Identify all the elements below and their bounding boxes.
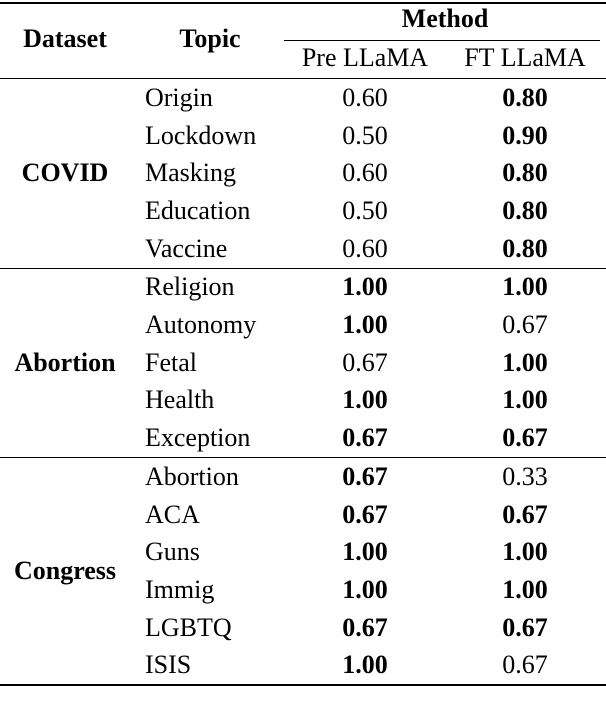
topic-cell: Masking	[145, 158, 236, 188]
topic-cell: LGBTQ	[145, 612, 232, 642]
topic-cell: Abortion	[145, 461, 239, 491]
top-rule	[0, 2, 606, 4]
method-rule	[284, 40, 600, 41]
dataset-cell: COVID	[21, 158, 109, 188]
value-cell: 0.60	[342, 233, 388, 263]
topic-cell: Education	[145, 195, 251, 225]
value-cell: 0.67	[342, 423, 388, 453]
value-cell: 0.80	[502, 195, 548, 225]
value-cell: 1.00	[342, 310, 388, 340]
topic-cell: Immig	[145, 574, 215, 604]
topic-cell: ISIS	[145, 650, 192, 680]
topic-cell: Fetal	[145, 347, 197, 377]
dataset-cell: Abortion	[14, 347, 116, 377]
value-cell: 1.00	[502, 574, 548, 604]
value-cell: 0.67	[502, 612, 548, 642]
value-cell: 0.60	[342, 158, 388, 188]
value-cell: 1.00	[502, 272, 548, 302]
value-cell: 0.67	[502, 499, 548, 529]
value-cell: 0.90	[502, 120, 548, 150]
value-cell: 0.67	[502, 650, 548, 680]
value-cell: 1.00	[342, 650, 388, 680]
value-cell: 1.00	[502, 537, 548, 567]
topic-cell: Health	[145, 385, 215, 415]
dataset-header: Dataset	[23, 24, 107, 53]
value-cell: 0.50	[342, 195, 388, 225]
topic-cell: ACA	[145, 499, 200, 529]
value-cell: 0.50	[342, 120, 388, 150]
value-cell: 0.33	[502, 461, 548, 491]
column-header: Pre LLaMA	[301, 43, 429, 72]
group-rule	[0, 267, 606, 269]
value-cell: 0.67	[502, 310, 548, 340]
topic-cell: Guns	[145, 537, 200, 567]
value-cell: 0.60	[342, 82, 388, 112]
bottom-rule	[0, 684, 606, 687]
value-cell: 0.67	[342, 347, 388, 377]
group-rule	[0, 457, 606, 458]
method-header: Method	[401, 4, 489, 33]
column-header: FT LLaMA	[464, 43, 586, 72]
value-cell: 1.00	[342, 574, 388, 604]
value-cell: 1.00	[342, 385, 388, 415]
value-cell: 0.80	[502, 82, 548, 112]
dataset-cell: Congress	[13, 556, 117, 586]
value-cell: 1.00	[342, 537, 388, 567]
header-rule	[0, 78, 606, 79]
topic-cell: Vaccine	[145, 233, 228, 263]
topic-cell: Religion	[145, 272, 235, 302]
value-cell: 1.00	[342, 272, 388, 302]
value-cell: 0.80	[502, 158, 548, 188]
value-cell: 1.00	[502, 347, 548, 377]
value-cell: 0.67	[342, 499, 388, 529]
value-cell: 0.67	[502, 423, 548, 453]
topic-cell: Autonomy	[145, 310, 257, 340]
topic-cell: Lockdown	[145, 120, 257, 150]
value-cell: 0.80	[502, 233, 548, 263]
topic-header: Topic	[179, 24, 241, 53]
value-cell: 0.67	[342, 612, 388, 642]
topic-cell: Origin	[145, 82, 213, 112]
topic-cell: Exception	[145, 423, 251, 453]
value-cell: 0.67	[342, 461, 388, 491]
value-cell: 1.00	[502, 385, 548, 415]
